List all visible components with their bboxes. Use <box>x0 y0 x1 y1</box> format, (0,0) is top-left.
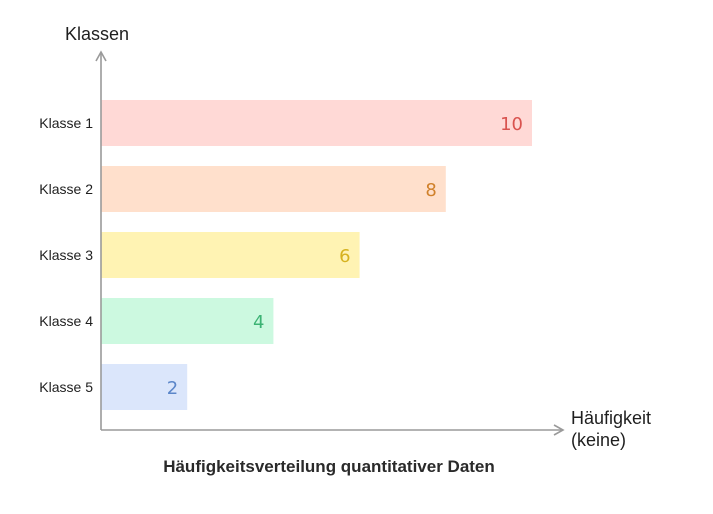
y-tick-label-4: Klasse 4 <box>39 313 93 329</box>
value-labels-layer: 10 8 6 4 2 <box>167 114 523 399</box>
bar-3 <box>101 232 360 278</box>
y-tick-label-3: Klasse 3 <box>39 247 93 263</box>
y-tick-label-2: Klasse 2 <box>39 181 93 197</box>
data-label-4: 4 <box>253 312 264 333</box>
data-label-2: 8 <box>425 180 436 201</box>
x-axis-title-line-1: Häufigkeit <box>571 408 651 428</box>
bar-4 <box>101 298 274 344</box>
data-label-1: 10 <box>500 114 523 135</box>
bar-5 <box>101 364 188 410</box>
tick-labels-layer: Klasse 1 Klasse 2 Klasse 3 Klasse 4 Klasse 5 <box>39 115 93 395</box>
y-tick-label-5: Klasse 5 <box>39 379 93 395</box>
y-axis-title: Klassen <box>65 24 129 44</box>
bars-layer <box>101 100 532 410</box>
chart-title: Häufigkeitsverteilung quantitativer Date… <box>163 457 495 476</box>
bar-1 <box>101 100 532 146</box>
y-tick-label-1: Klasse 1 <box>39 115 93 131</box>
data-label-5: 2 <box>167 378 178 399</box>
x-axis-title-line-2: (keine) <box>571 430 626 450</box>
data-label-3: 6 <box>339 246 350 267</box>
bar-2 <box>101 166 446 212</box>
